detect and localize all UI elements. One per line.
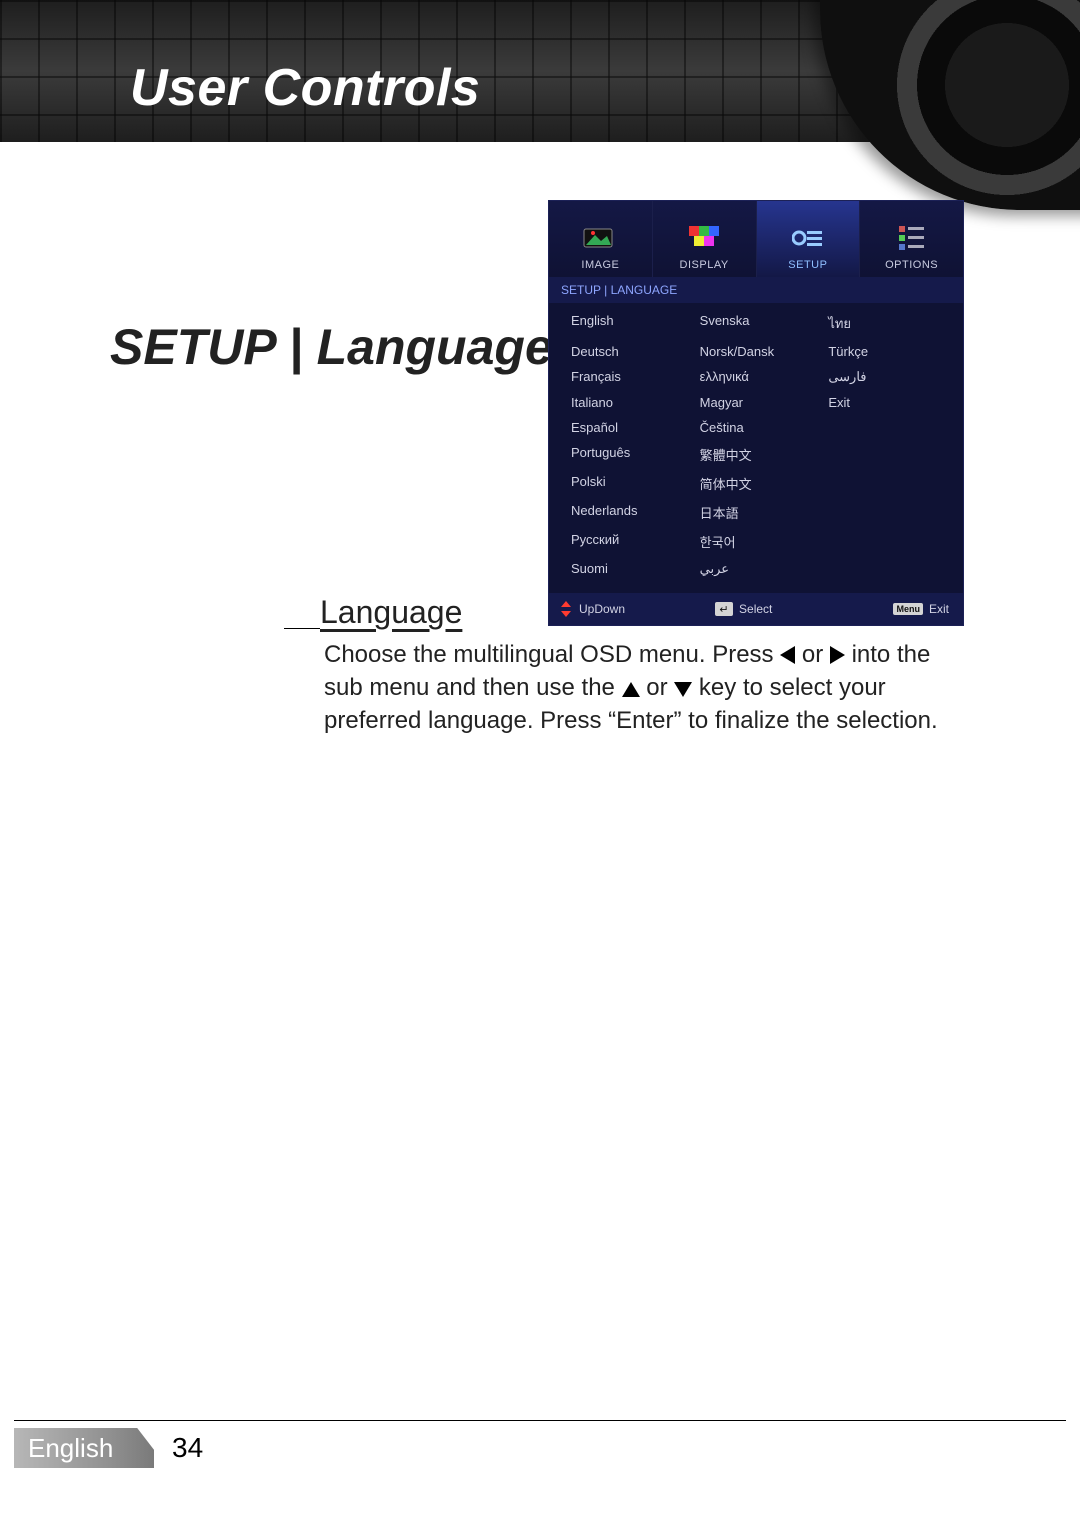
list-item[interactable]: Italiano	[571, 395, 694, 410]
tab-options[interactable]: OPTIONS	[860, 201, 963, 277]
footer-updown-group: UpDown	[559, 601, 625, 617]
footer-select-group: Select	[715, 602, 772, 616]
list-item[interactable]: 简体中文	[700, 474, 823, 493]
footer-rule	[14, 1420, 1066, 1421]
header-title: User Controls	[130, 58, 480, 118]
footer-language-badge: English	[14, 1428, 154, 1468]
triangle-down-icon	[674, 682, 692, 697]
footer-exit-group: Menu Exit	[893, 602, 949, 616]
tab-display[interactable]: DISPLAY	[653, 201, 757, 277]
updown-icon	[559, 601, 573, 617]
list-item[interactable]: Nederlands	[571, 503, 694, 522]
text-run: or	[802, 641, 830, 668]
list-item[interactable]: Suomi	[571, 561, 694, 577]
list-item[interactable]: English	[571, 313, 694, 334]
footer-exit-label: Exit	[929, 602, 949, 616]
footer-page-number: 34	[172, 1432, 203, 1464]
menu-key-icon: Menu	[893, 603, 923, 615]
tab-setup[interactable]: SETUP	[757, 201, 861, 277]
instruction-paragraph: Choose the multilingual OSD menu. Press …	[324, 638, 964, 737]
tab-label: IMAGE	[581, 259, 619, 271]
footer-updown-label: UpDown	[579, 602, 625, 616]
osd-panel: IMAGE DISPLAY	[548, 200, 964, 626]
page-header: User Controls	[0, 0, 1080, 142]
footer-select-label: Select	[739, 602, 772, 616]
osd-language-list: English Svenska ไทย Deutsch Norsk/Dansk …	[549, 303, 963, 593]
list-item[interactable]: Français	[571, 369, 694, 385]
list-item[interactable]: عربي	[700, 561, 823, 577]
triangle-up-icon	[622, 682, 640, 697]
text-run: Choose the multilingual OSD menu. Press	[324, 641, 780, 668]
list-item[interactable]: Polski	[571, 474, 694, 493]
tab-label: DISPLAY	[680, 259, 729, 271]
list-item[interactable]: Magyar	[700, 395, 823, 410]
list-item[interactable]: Svenska	[700, 313, 823, 334]
list-item[interactable]: فارسی	[828, 369, 951, 385]
list-item[interactable]: Deutsch	[571, 344, 694, 359]
osd-tabs: IMAGE DISPLAY	[549, 201, 963, 277]
subsection-heading: Language	[320, 594, 462, 631]
enter-key-icon	[715, 602, 733, 616]
list-item[interactable]: Русский	[571, 532, 694, 551]
list-item[interactable]: Exit	[828, 395, 951, 410]
osd-footer: UpDown Select Menu Exit	[549, 593, 963, 625]
setup-icon	[789, 223, 827, 253]
image-icon	[581, 223, 619, 253]
list-item[interactable]: 繁體中文	[700, 445, 823, 464]
display-icon	[685, 223, 723, 253]
options-icon	[893, 223, 931, 253]
list-item[interactable]: Čeština	[700, 420, 823, 435]
list-item[interactable]: ελληνικά	[700, 369, 823, 385]
tab-label: OPTIONS	[885, 259, 938, 271]
section-title: SETUP | Language	[110, 318, 553, 376]
list-item[interactable]: Português	[571, 445, 694, 464]
text-run: or	[646, 674, 674, 701]
tab-image[interactable]: IMAGE	[549, 201, 653, 277]
list-item[interactable]: ไทย	[828, 313, 951, 334]
triangle-left-icon	[780, 646, 795, 664]
list-item[interactable]: Türkçe	[828, 344, 951, 359]
tab-label: SETUP	[788, 259, 827, 271]
list-item[interactable]: 日本語	[700, 503, 823, 522]
osd-breadcrumb: SETUP | LANGUAGE	[549, 277, 963, 303]
list-item[interactable]: Norsk/Dansk	[700, 344, 823, 359]
list-item[interactable]: 한국어	[700, 532, 823, 551]
camera-lens-decor	[820, 0, 1080, 210]
list-item[interactable]: Español	[571, 420, 694, 435]
triangle-right-icon	[830, 646, 845, 664]
